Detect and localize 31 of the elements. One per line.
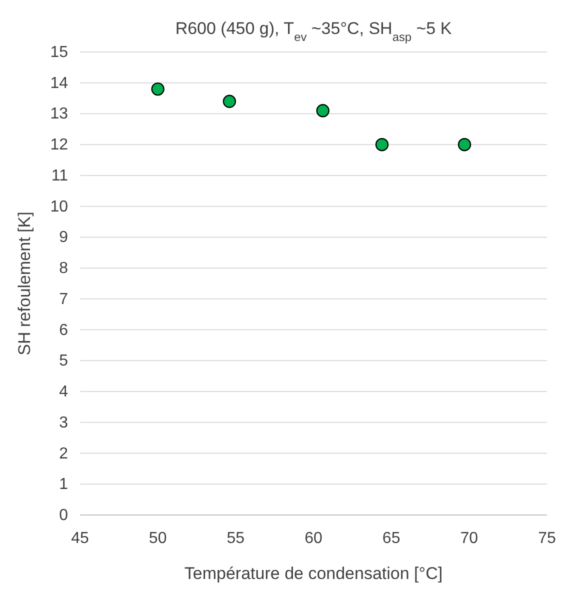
y-tick-label: 15 — [50, 44, 68, 61]
x-tick-label: 75 — [538, 530, 556, 547]
y-tick-label: 4 — [59, 384, 68, 401]
y-axis-title: SH refoulement [K] — [15, 212, 34, 356]
y-tick-label: 8 — [59, 260, 68, 278]
chart-title: R600 (450 g), T$_{ev}$ ~35°C, SH$_{asp}$ ~5 K — [175, 19, 452, 44]
x-axis-title: Température de condensation [°C] — [184, 564, 443, 583]
y-tick-label: 10 — [50, 198, 68, 216]
x-tick-label: 65 — [382, 530, 400, 547]
y-tick-label: 9 — [59, 229, 68, 246]
y-tick-label: 2 — [59, 445, 68, 462]
y-tick-label: 13 — [50, 106, 68, 123]
x-tick-label: 55 — [226, 530, 245, 547]
y-tick-label: 6 — [59, 322, 68, 339]
point — [151, 82, 164, 96]
y-tick-label: 7 — [59, 290, 68, 308]
y-tick-label: 0 — [59, 507, 68, 524]
y-tick-label: 5 — [59, 352, 68, 370]
point — [458, 138, 472, 152]
point — [222, 94, 236, 108]
y-tick-label: 11 — [51, 167, 68, 184]
x-tick-label: 45 — [71, 530, 89, 547]
x-tick-label: 50 — [148, 530, 167, 547]
point — [375, 138, 389, 152]
y-tick-label: 1 — [59, 476, 68, 494]
x-tick-label: 70 — [460, 530, 478, 547]
x-tick-label: 60 — [304, 530, 322, 547]
y-tick-label: 3 — [59, 414, 68, 432]
y-tick-label: 14 — [50, 74, 68, 92]
point — [316, 104, 330, 118]
y-tick-label: 12 — [50, 136, 68, 154]
